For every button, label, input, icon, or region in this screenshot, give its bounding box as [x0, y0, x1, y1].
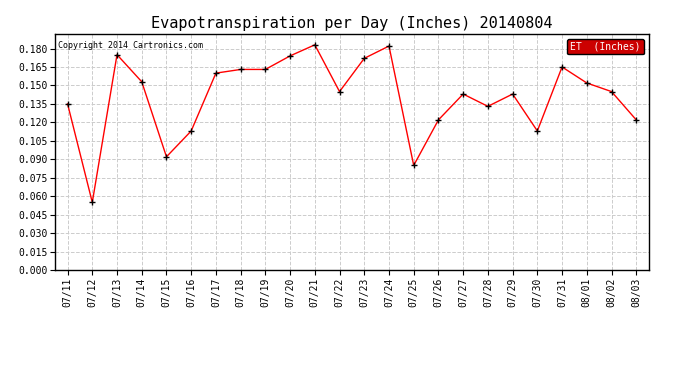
Text: Copyright 2014 Cartronics.com: Copyright 2014 Cartronics.com [58, 41, 203, 50]
Title: Evapotranspiration per Day (Inches) 20140804: Evapotranspiration per Day (Inches) 2014… [151, 16, 553, 31]
Legend: ET  (Inches): ET (Inches) [567, 39, 644, 54]
